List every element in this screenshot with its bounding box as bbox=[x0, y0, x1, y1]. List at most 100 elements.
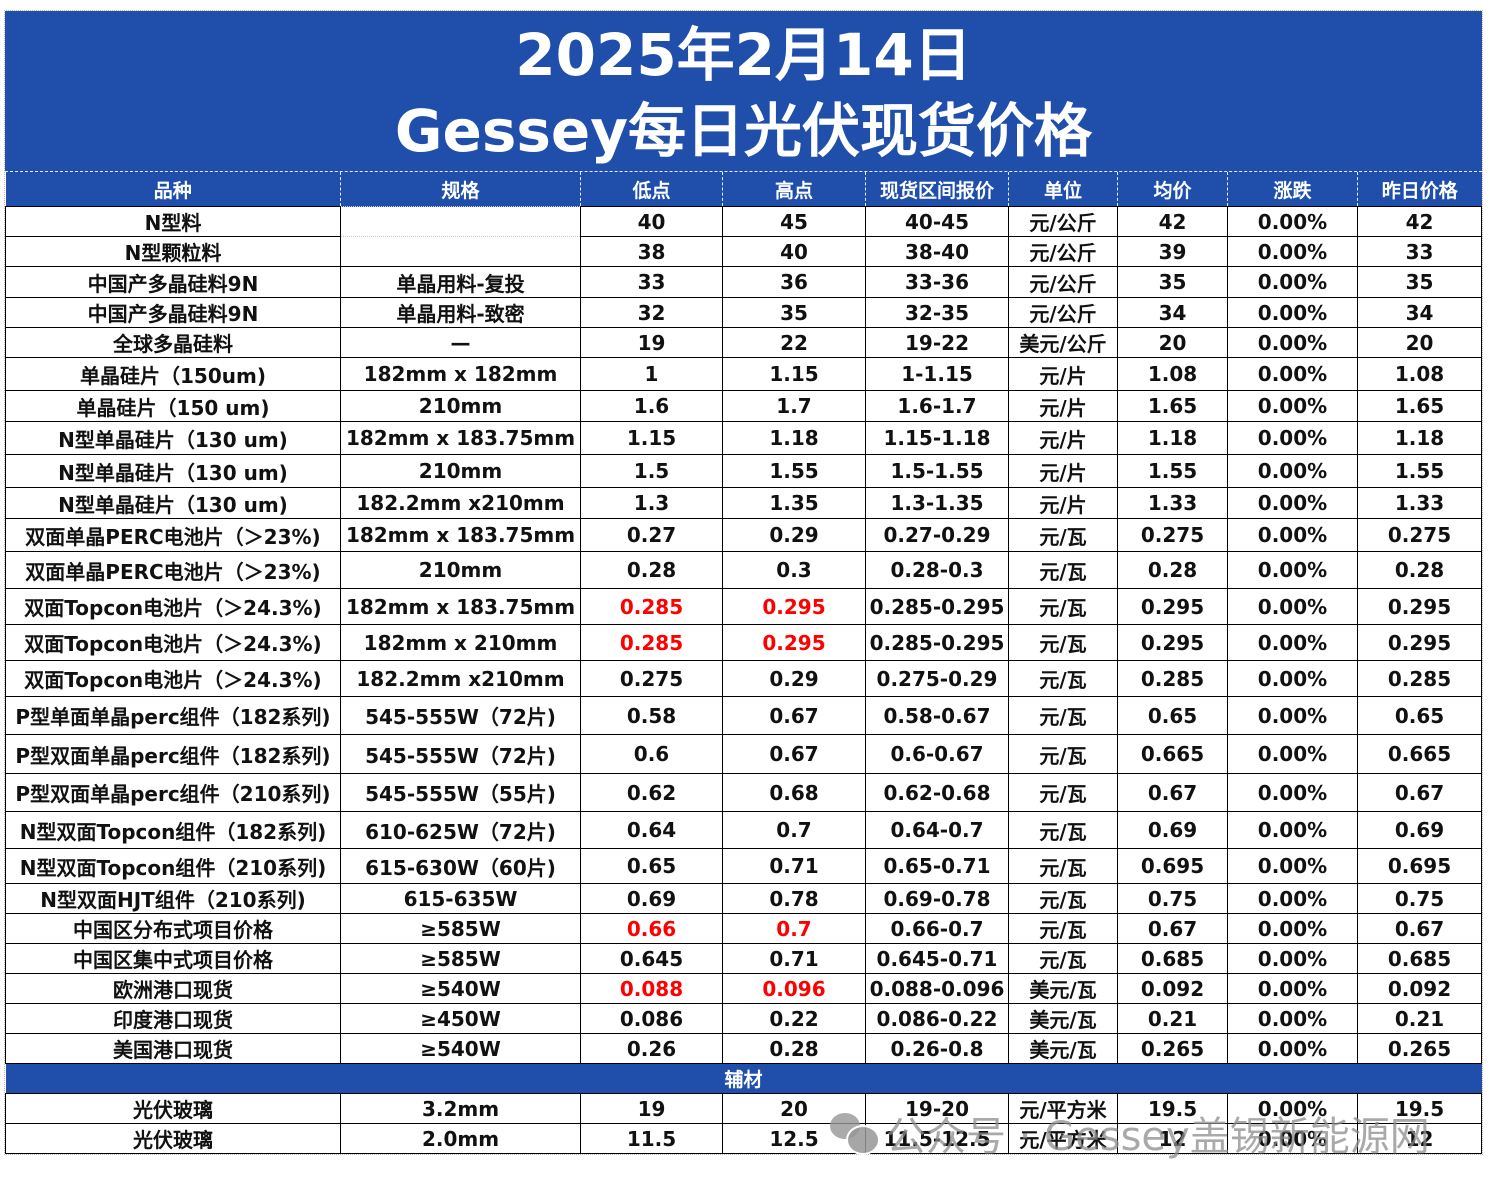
cell-high: 1.7 bbox=[722, 390, 866, 422]
cell-product: 中国区分布式项目价格 bbox=[5, 913, 341, 944]
cell-high: 0.68 bbox=[722, 773, 866, 812]
cell-high: 35 bbox=[722, 297, 866, 328]
column-header-range: 现货区间报价 bbox=[865, 172, 1009, 207]
cell-change: 0.00% bbox=[1227, 1003, 1358, 1034]
cell-prev: 1.08 bbox=[1357, 357, 1482, 391]
cell-spec bbox=[340, 206, 581, 237]
table-row: 双面单晶PERC电池片（＞23%) 182mm x 183.75mm 0.27 0.2… bbox=[5, 518, 1482, 552]
cell-change: 0.00% bbox=[1227, 266, 1358, 298]
cell-prev: 0.265 bbox=[1357, 1033, 1482, 1064]
cell-high: 0.7 bbox=[722, 811, 866, 849]
cell-spec bbox=[340, 236, 581, 267]
table-row: N型料 40 45 40-45 元/公斤 42 0.00% 42 bbox=[5, 206, 1482, 237]
cell-high: 1.55 bbox=[722, 454, 866, 488]
cell-product: N型单晶硅片（130 um) bbox=[5, 487, 341, 519]
cell-change: 0.00% bbox=[1227, 913, 1358, 944]
cell-range: 0.66-0.7 bbox=[865, 913, 1009, 944]
cell-spec: 182mm x 210mm bbox=[340, 624, 581, 661]
cell-product: 中国产多晶硅料9N bbox=[5, 266, 341, 298]
cell-avg: 12 bbox=[1117, 1123, 1228, 1154]
cell-change: 0.00% bbox=[1227, 206, 1358, 237]
cell-high: 0.67 bbox=[722, 734, 866, 774]
table-row: N型颗粒料 38 40 38-40 元/公斤 39 0.00% 33 bbox=[5, 236, 1482, 267]
cell-avg: 0.295 bbox=[1117, 624, 1228, 661]
cell-high: 40 bbox=[722, 236, 866, 267]
cell-avg: 0.665 bbox=[1117, 734, 1228, 774]
cell-spec: 2.0mm bbox=[340, 1123, 581, 1154]
cell-high: 45 bbox=[722, 206, 866, 237]
cell-spec: 182mm x 183.75mm bbox=[340, 421, 581, 455]
cell-range: 0.28-0.3 bbox=[865, 551, 1009, 589]
cell-change: 0.00% bbox=[1227, 696, 1358, 735]
cell-range: 0.285-0.295 bbox=[865, 624, 1009, 661]
cell-change: 0.00% bbox=[1227, 297, 1358, 328]
cell-prev: 0.28 bbox=[1357, 551, 1482, 589]
table-row: N型双面HJT组件（210系列) 615-635W 0.69 0.78 0.69-0.7… bbox=[5, 883, 1482, 914]
cell-prev: 0.67 bbox=[1357, 913, 1482, 944]
cell-range: 1.15-1.18 bbox=[865, 421, 1009, 455]
cell-change: 0.00% bbox=[1227, 390, 1358, 422]
cell-low: 0.69 bbox=[580, 883, 723, 914]
cell-product: P型单面单晶perc组件（182系列) bbox=[5, 696, 341, 735]
cell-change: 0.00% bbox=[1227, 943, 1358, 974]
cell-product: N型单晶硅片（130 um) bbox=[5, 421, 341, 455]
table-row: 光伏玻璃 3.2mm 19 20 19-20 元/平方米 19.5 0.00% 19.5 bbox=[5, 1093, 1482, 1124]
table-row: 双面Topcon电池片（＞24.3%) 182.2mm x210mm 0.275 0.… bbox=[5, 660, 1482, 697]
cell-prev: 0.685 bbox=[1357, 943, 1482, 974]
cell-product: N型双面Topcon组件（210系列) bbox=[5, 848, 341, 884]
cell-prev: 34 bbox=[1357, 297, 1482, 328]
cell-unit: 元/瓦 bbox=[1008, 660, 1118, 697]
table-row: 中国区集中式项目价格 ≥585W 0.645 0.71 0.645-0.71 元/瓦 0.6… bbox=[5, 943, 1482, 974]
cell-unit: 元/公斤 bbox=[1008, 206, 1118, 237]
cell-prev: 0.67 bbox=[1357, 773, 1482, 812]
cell-change: 0.00% bbox=[1227, 973, 1358, 1004]
cell-prev: 0.21 bbox=[1357, 1003, 1482, 1034]
cell-high: 0.22 bbox=[722, 1003, 866, 1034]
cell-unit: 元/瓦 bbox=[1008, 696, 1118, 735]
cell-unit: 元/平方米 bbox=[1008, 1123, 1118, 1154]
cell-spec: 182.2mm x210mm bbox=[340, 487, 581, 519]
cell-product: 中国产多晶硅料9N bbox=[5, 297, 341, 328]
cell-range: 19-20 bbox=[865, 1093, 1009, 1124]
cell-range: 0.088-0.096 bbox=[865, 973, 1009, 1004]
cell-change: 0.00% bbox=[1227, 487, 1358, 519]
cell-prev: 1.33 bbox=[1357, 487, 1482, 519]
cell-range: 1.5-1.55 bbox=[865, 454, 1009, 488]
cell-spec: 545-555W（55片) bbox=[340, 773, 581, 812]
cell-change: 0.00% bbox=[1227, 236, 1358, 267]
table-row: N型双面Topcon组件（182系列) 610-625W（72片) 0.64 0.7 0… bbox=[5, 811, 1482, 849]
table-row: 单晶硅片（150 um) 210mm 1.6 1.7 1.6-1.7 元/片 1.65 0.0… bbox=[5, 390, 1482, 422]
cell-prev: 0.295 bbox=[1357, 588, 1482, 625]
cell-unit: 元/瓦 bbox=[1008, 551, 1118, 589]
column-header-product: 品种 bbox=[5, 172, 341, 207]
cell-range: 0.27-0.29 bbox=[865, 518, 1009, 552]
cell-prev: 0.75 bbox=[1357, 883, 1482, 914]
cell-unit: 元/公斤 bbox=[1008, 266, 1118, 298]
table-row: N型双面Topcon组件（210系列) 615-630W（60片) 0.65 0.71… bbox=[5, 848, 1482, 884]
title-banner: 2025年2月14日 Gessey每日光伏现货价格 bbox=[5, 11, 1482, 172]
cell-low: 0.58 bbox=[580, 696, 723, 735]
cell-avg: 1.65 bbox=[1117, 390, 1228, 422]
cell-product: 单晶硅片（150 um) bbox=[5, 390, 341, 422]
cell-avg: 1.08 bbox=[1117, 357, 1228, 391]
cell-change: 0.00% bbox=[1227, 1093, 1358, 1124]
cell-product: 双面Topcon电池片（＞24.3%) bbox=[5, 624, 341, 661]
cell-unit: 元/片 bbox=[1008, 487, 1118, 519]
cell-change: 0.00% bbox=[1227, 421, 1358, 455]
cell-product: N型颗粒料 bbox=[5, 236, 341, 267]
cell-low: 0.275 bbox=[580, 660, 723, 697]
cell-range: 0.086-0.22 bbox=[865, 1003, 1009, 1034]
cell-unit: 元/瓦 bbox=[1008, 811, 1118, 849]
cell-range: 0.65-0.71 bbox=[865, 848, 1009, 884]
cell-avg: 19.5 bbox=[1117, 1093, 1228, 1124]
cell-avg: 0.67 bbox=[1117, 913, 1228, 944]
cell-spec: 210mm bbox=[340, 454, 581, 488]
table-row: P型双面单晶perc组件（182系列) 545-555W（72片) 0.6 0.67 0… bbox=[5, 734, 1482, 774]
cell-spec: ≥540W bbox=[340, 1033, 581, 1064]
cell-product: 欧洲港口现货 bbox=[5, 973, 341, 1004]
cell-spec: 182mm x 183.75mm bbox=[340, 588, 581, 625]
column-header-avg: 均价 bbox=[1117, 172, 1228, 207]
cell-unit: 元/公斤 bbox=[1008, 236, 1118, 267]
cell-range: 1.6-1.7 bbox=[865, 390, 1009, 422]
column-header-spec: 规格 bbox=[340, 172, 581, 207]
